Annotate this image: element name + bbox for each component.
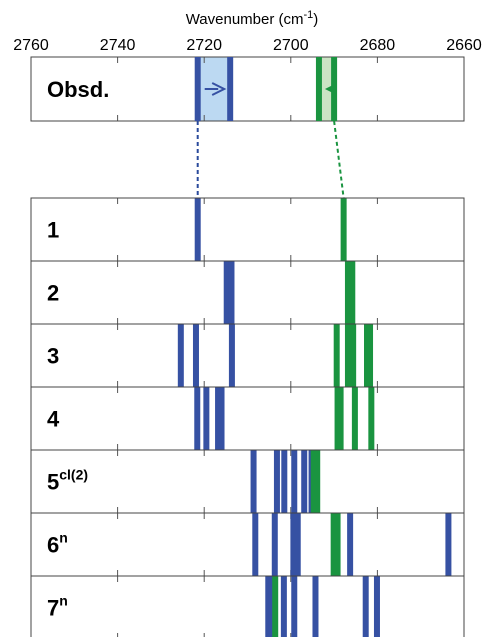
calc-blue-line bbox=[273, 450, 280, 513]
calc-green-line bbox=[364, 324, 371, 387]
calc-green-line bbox=[349, 261, 356, 324]
x-tick-label: 2760 bbox=[13, 37, 49, 54]
panel-label: 4 bbox=[47, 407, 60, 432]
x-tick-label: 2680 bbox=[360, 37, 396, 54]
calculated-panel: 3 bbox=[30, 323, 465, 388]
calc-blue-line bbox=[291, 576, 298, 637]
calc-blue-line bbox=[218, 387, 225, 450]
panel-label: 7n bbox=[47, 593, 68, 621]
calculated-panel: 4 bbox=[30, 386, 465, 451]
calc-green-line bbox=[344, 261, 351, 324]
x-tick-labels: 2760 2740 2720 2700 2680 2660 bbox=[13, 37, 482, 54]
x-tick-label: 2660 bbox=[446, 37, 482, 54]
panel-label: 5cl(2) bbox=[47, 467, 88, 495]
connector-lines bbox=[196, 120, 345, 199]
calc-blue-line bbox=[250, 450, 257, 513]
panel-label-superscript: n bbox=[59, 593, 68, 609]
calc-blue-line bbox=[268, 576, 275, 637]
calc-green-line bbox=[334, 513, 341, 576]
calc-green-line bbox=[310, 450, 317, 513]
calc-blue-line bbox=[290, 513, 297, 576]
calc-blue-line bbox=[228, 324, 235, 387]
calc-green-line bbox=[367, 324, 374, 387]
x-tick-label: 2700 bbox=[273, 37, 309, 54]
calc-blue-line bbox=[294, 513, 301, 576]
panel-label-number: 1 bbox=[47, 218, 59, 243]
calc-green-line bbox=[344, 324, 351, 387]
panel-label: 6n bbox=[47, 530, 68, 558]
calc-blue-line bbox=[281, 450, 288, 513]
calc-blue-line bbox=[280, 576, 287, 637]
calc-blue-line bbox=[223, 261, 230, 324]
observed-frame bbox=[30, 56, 465, 122]
panel-label: 3 bbox=[47, 344, 59, 369]
calculated-panel: 2 bbox=[30, 260, 465, 325]
calc-green-line bbox=[337, 387, 344, 450]
calc-blue-line bbox=[194, 387, 201, 450]
observed-blue-line bbox=[227, 57, 234, 121]
calc-blue-line bbox=[177, 324, 184, 387]
calc-green-line bbox=[350, 324, 357, 387]
calc-green-line bbox=[314, 450, 321, 513]
panel-label: 2 bbox=[47, 281, 59, 306]
x-tick-label: 2740 bbox=[100, 37, 136, 54]
calculated-panel: 6n bbox=[30, 512, 465, 577]
calc-blue-line bbox=[291, 450, 298, 513]
green-shift-arrowhead bbox=[324, 84, 335, 94]
panel-frame bbox=[30, 386, 465, 451]
panel-label-number: 4 bbox=[47, 407, 60, 432]
x-axis-title: Wavenumber (cm-1) bbox=[186, 9, 319, 28]
calc-green-line bbox=[351, 387, 358, 450]
panel-label-number: 6 bbox=[47, 533, 59, 558]
x-axis-title-text: Wavenumber (cm bbox=[186, 11, 304, 28]
calc-blue-line bbox=[362, 576, 369, 637]
calc-blue-line bbox=[265, 576, 272, 637]
observed-label: Obsd. bbox=[47, 77, 109, 102]
calc-blue-line bbox=[252, 513, 259, 576]
panel-frame bbox=[30, 449, 465, 514]
blue-shift-arrowhead bbox=[211, 82, 227, 96]
panel-label-number: 5 bbox=[47, 470, 59, 495]
x-tick-label: 2720 bbox=[186, 37, 222, 54]
calc-blue-line bbox=[203, 387, 210, 450]
calc-blue-line bbox=[194, 198, 201, 261]
observed-green-line bbox=[315, 57, 322, 121]
calc-blue-line bbox=[215, 387, 222, 450]
calc-blue-line bbox=[271, 513, 278, 576]
observed-blue-line bbox=[194, 57, 201, 121]
calc-green-line bbox=[333, 324, 340, 387]
panel-frame bbox=[30, 575, 465, 637]
x-axis-title-superscript: -1 bbox=[304, 9, 314, 21]
panel-label: 1 bbox=[47, 218, 59, 243]
panel-label-number: 7 bbox=[47, 596, 59, 621]
calc-green-line bbox=[334, 387, 341, 450]
calculated-panel: 7n bbox=[30, 575, 465, 637]
panel-label-number: 3 bbox=[47, 344, 59, 369]
panel-frame bbox=[30, 260, 465, 325]
calc-blue-line bbox=[445, 513, 452, 576]
calc-blue-line bbox=[312, 576, 319, 637]
x-axis-title-close: ) bbox=[313, 11, 318, 28]
calculated-panel: 5cl(2) bbox=[30, 449, 465, 514]
calc-blue-line bbox=[373, 576, 380, 637]
panel-label-superscript: n bbox=[59, 530, 68, 546]
panel-frame bbox=[30, 197, 465, 262]
calc-blue-line bbox=[228, 261, 235, 324]
panel-label-number: 2 bbox=[47, 281, 59, 306]
panel-frame bbox=[30, 512, 465, 577]
calc-green-line bbox=[368, 387, 375, 450]
panel-frame bbox=[30, 323, 465, 388]
observed-panel: Obsd. bbox=[30, 56, 465, 122]
calculated-panel: 1 bbox=[30, 197, 465, 262]
calc-green-line bbox=[340, 198, 347, 261]
calc-blue-line bbox=[192, 324, 199, 387]
calc-green-line bbox=[272, 576, 279, 637]
green-connector bbox=[333, 120, 345, 199]
calc-blue-line bbox=[347, 513, 354, 576]
calc-blue-line bbox=[301, 450, 308, 513]
panel-label-superscript: cl(2) bbox=[59, 467, 88, 483]
